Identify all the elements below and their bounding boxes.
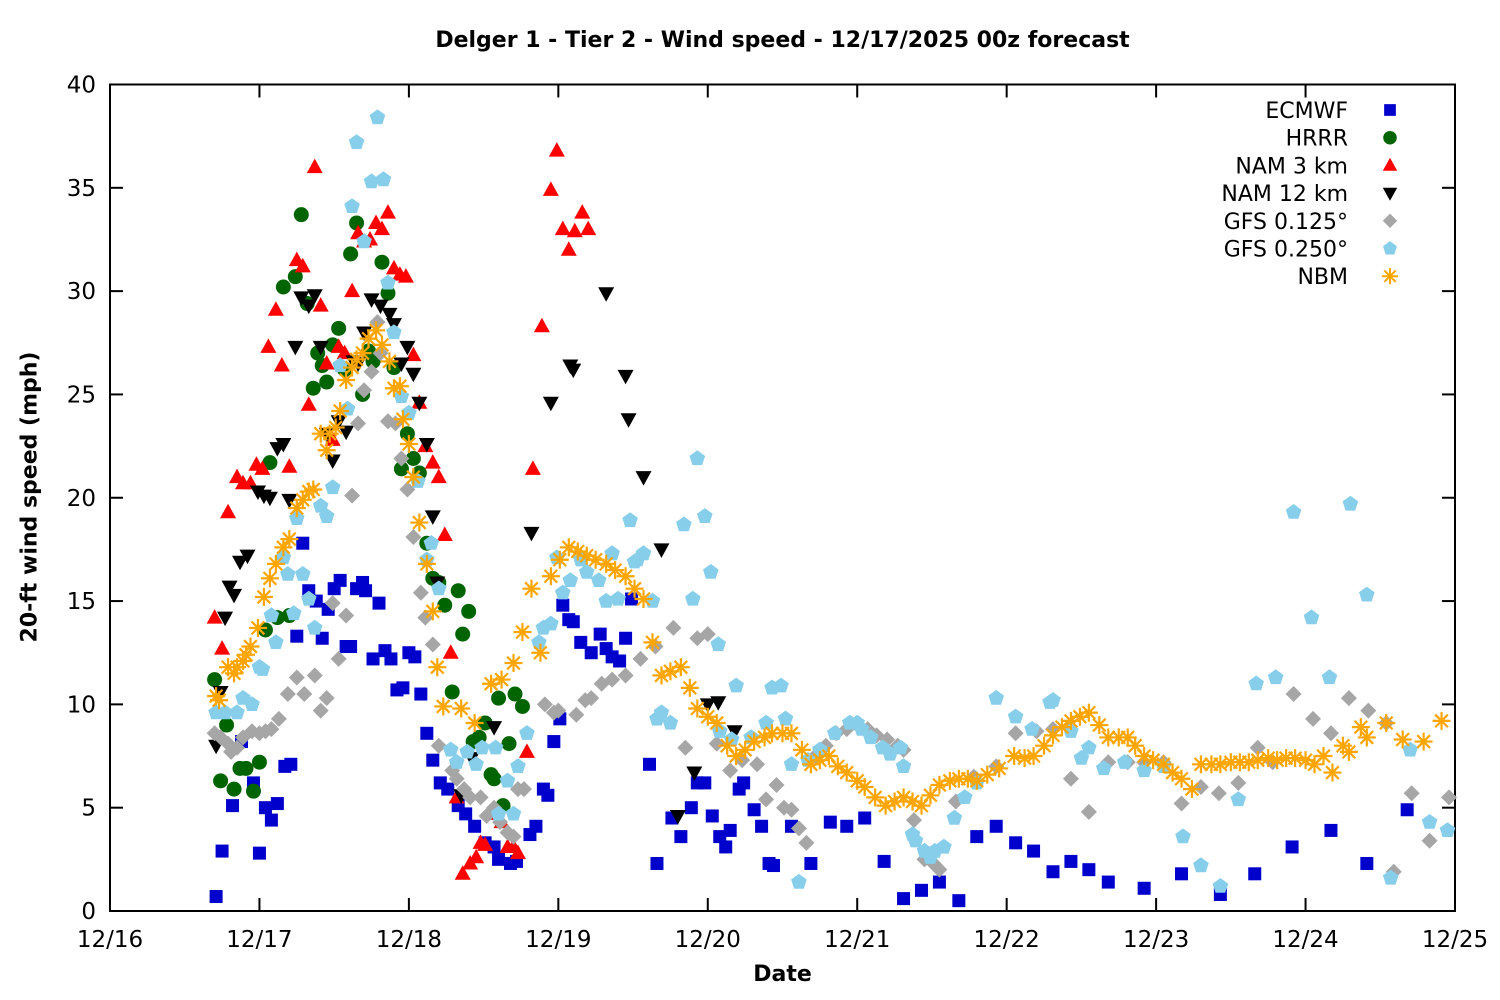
legend-label: HRRR [1286, 127, 1348, 152]
series-nam-3-km [206, 142, 597, 880]
legend-item-gfs-0-125-: GFS 0.125° [1224, 210, 1398, 235]
x-tick-label: 12/22 [974, 927, 1040, 953]
axis-tick-labels: 12/16 12/17 12/18 12/19 12/20 12/21 12/22 12/23… [67, 73, 1488, 954]
legend-item-nam-12-km: NAM 12 km [1221, 182, 1398, 207]
axis-ticks [109, 83, 1456, 912]
x-tick-label: 12/20 [675, 927, 741, 953]
series-gfs-0-125- [206, 314, 1458, 880]
x-tick-label: 12/24 [1272, 927, 1338, 953]
chart-title: Delger 1 - Tier 2 - Wind speed - 12/17/2… [435, 28, 1130, 53]
y-tick-label: 15 [67, 589, 96, 615]
x-tick-label: 12/19 [525, 927, 591, 953]
x-axis-label: Date [753, 962, 812, 987]
series-ecmwf [209, 536, 1414, 908]
y-tick-label: 25 [67, 382, 96, 408]
y-tick-label: 20 [67, 486, 96, 512]
plot-frame [109, 83, 1456, 912]
x-tick-label: 12/23 [1123, 927, 1189, 953]
legend-item-ecmwf: ECMWF [1265, 99, 1396, 124]
legend-item-gfs-0-250-: GFS 0.250° [1224, 238, 1397, 263]
x-tick-label: 12/17 [226, 927, 292, 953]
legend-item-nam-3-km: NAM 3 km [1235, 154, 1398, 179]
x-tick-label: 12/18 [376, 927, 442, 953]
y-tick-label: 5 [81, 796, 96, 822]
legend-item-nbm: NBM [1297, 265, 1399, 290]
x-tick-label: 12/16 [77, 927, 143, 953]
y-tick-label: 0 [81, 899, 96, 925]
legend-label: GFS 0.125° [1224, 210, 1348, 235]
x-tick-label: 12/21 [824, 927, 890, 953]
legend-label: ECMWF [1265, 99, 1348, 124]
y-tick-label: 10 [67, 692, 96, 718]
legend-label: NAM 3 km [1235, 154, 1348, 179]
legend-label: NAM 12 km [1221, 182, 1348, 207]
legend-label: GFS 0.250° [1224, 238, 1348, 263]
y-tick-label: 30 [67, 279, 96, 305]
y-tick-label: 40 [67, 73, 96, 99]
y-tick-label: 35 [67, 176, 96, 202]
x-tick-label: 12/25 [1422, 927, 1488, 953]
legend-item-hrrr: HRRR [1286, 127, 1397, 152]
legend-label: NBM [1297, 265, 1348, 290]
series-nbm [207, 321, 1451, 815]
